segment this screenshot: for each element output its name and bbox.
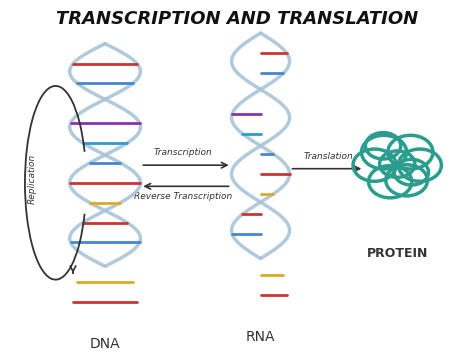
Text: TRANSCRIPTION AND TRANSLATION: TRANSCRIPTION AND TRANSLATION (56, 10, 418, 28)
Text: Translation: Translation (304, 152, 354, 160)
Text: Replication: Replication (27, 154, 36, 204)
Text: Reverse Transcription: Reverse Transcription (134, 192, 232, 201)
Text: RNA: RNA (246, 330, 275, 344)
Text: DNA: DNA (90, 337, 120, 351)
Text: Transcription: Transcription (154, 148, 212, 157)
Text: PROTEIN: PROTEIN (366, 247, 428, 260)
